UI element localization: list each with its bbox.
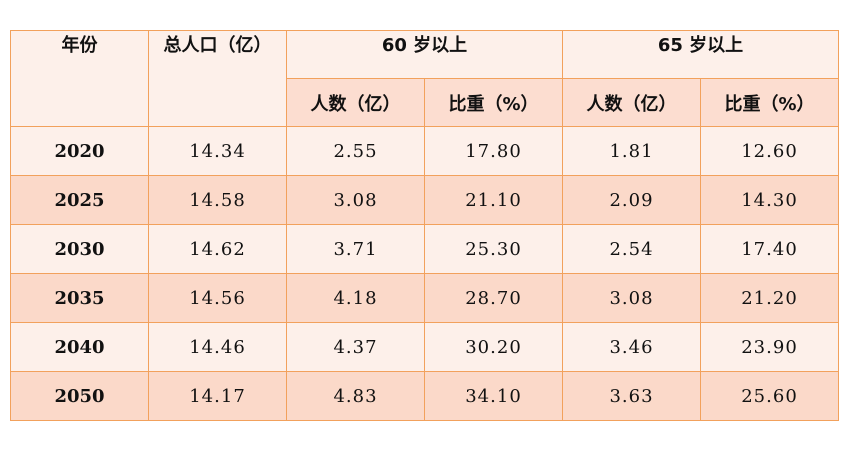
header-65-ratio: 比重（%） — [700, 78, 839, 127]
header-row-2: 人数（亿） 比重（%） 人数（亿） 比重（%） — [11, 78, 839, 127]
header-over-60: 60 岁以上 — [286, 30, 563, 79]
table-row: 2040 14.46 4.37 30.20 3.46 23.90 — [10, 322, 839, 372]
cell-year: 2035 — [10, 273, 149, 323]
table-row: 2030 14.62 3.71 25.30 2.54 17.40 — [10, 224, 839, 274]
cell-65-ratio: 23.90 — [700, 322, 839, 372]
cell-65-count: 3.63 — [562, 371, 701, 421]
cell-65-count: 3.08 — [562, 273, 701, 323]
table-row: 2020 14.34 2.55 17.80 1.81 12.60 — [10, 126, 839, 176]
cell-year: 2025 — [10, 175, 149, 225]
cell-65-count: 2.09 — [562, 175, 701, 225]
cell-year: 2040 — [10, 322, 149, 372]
cell-65-count: 1.81 — [562, 126, 701, 176]
table-row: 2035 14.56 4.18 28.70 3.08 21.20 — [10, 273, 839, 323]
cell-60-count: 4.18 — [286, 273, 425, 323]
cell-60-ratio: 21.10 — [424, 175, 563, 225]
cell-60-count: 3.08 — [286, 175, 425, 225]
header-over-65: 65 岁以上 — [562, 30, 839, 79]
population-table: 年份 总人口（亿） 60 岁以上 65 岁以上 人数（亿） 比重（%） 人数（亿… — [10, 30, 839, 421]
cell-total: 14.58 — [148, 175, 287, 225]
cell-60-ratio: 30.20 — [424, 322, 563, 372]
table-row: 2025 14.58 3.08 21.10 2.09 14.30 — [10, 175, 839, 225]
cell-60-count: 4.37 — [286, 322, 425, 372]
header-65-count: 人数（亿） — [562, 78, 701, 127]
cell-60-ratio: 25.30 — [424, 224, 563, 274]
cell-65-count: 2.54 — [562, 224, 701, 274]
cell-total: 14.17 — [148, 371, 287, 421]
cell-65-count: 3.46 — [562, 322, 701, 372]
cell-total: 14.46 — [148, 322, 287, 372]
table-row: 2050 14.17 4.83 34.10 3.63 25.60 — [10, 371, 839, 421]
cell-60-ratio: 17.80 — [424, 126, 563, 176]
cell-year: 2020 — [10, 126, 149, 176]
cell-65-ratio: 17.40 — [700, 224, 839, 274]
cell-60-count: 3.71 — [286, 224, 425, 274]
cell-year: 2030 — [10, 224, 149, 274]
header-60-count: 人数（亿） — [286, 78, 425, 127]
cell-65-ratio: 12.60 — [700, 126, 839, 176]
cell-year: 2050 — [10, 371, 149, 421]
header-year: 年份 — [10, 30, 149, 127]
cell-65-ratio: 14.30 — [700, 175, 839, 225]
cell-60-count: 2.55 — [286, 126, 425, 176]
cell-60-ratio: 34.10 — [424, 371, 563, 421]
cell-65-ratio: 25.60 — [700, 371, 839, 421]
header-total-population: 总人口（亿） — [148, 30, 287, 127]
cell-total: 14.62 — [148, 224, 287, 274]
cell-65-ratio: 21.20 — [700, 273, 839, 323]
cell-total: 14.56 — [148, 273, 287, 323]
cell-60-ratio: 28.70 — [424, 273, 563, 323]
header-60-ratio: 比重（%） — [424, 78, 563, 127]
cell-60-count: 4.83 — [286, 371, 425, 421]
cell-total: 14.34 — [148, 126, 287, 176]
header-row-1: 年份 总人口（亿） 60 岁以上 65 岁以上 — [10, 30, 839, 127]
